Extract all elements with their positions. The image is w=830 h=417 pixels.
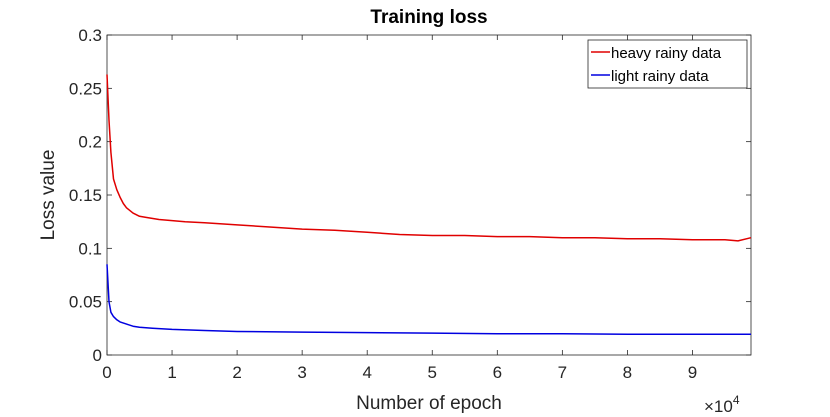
legend-label-light: light rainy data	[611, 68, 709, 85]
x-tick-label: 0	[102, 363, 111, 382]
x-exponent-power: 4	[733, 393, 740, 407]
x-tick-label: 8	[623, 363, 632, 382]
series-line-light	[106, 264, 751, 335]
legend-label-heavy: heavy rainy data	[611, 45, 722, 62]
x-tick-label: 5	[428, 363, 437, 382]
y-tick-label: 0.05	[69, 293, 102, 312]
x-tick-label: 9	[688, 363, 697, 382]
x-tick-label: 4	[362, 363, 371, 382]
y-tick-label: 0.15	[69, 186, 102, 205]
x-exponent-base: ×10	[704, 397, 733, 416]
series-line-heavy	[106, 74, 752, 242]
y-axis-label: Loss value	[38, 150, 59, 241]
y-axis: 0 0.05 0.1 0.15 0.2 0.25 0.3	[69, 26, 751, 365]
y-tick-label: 0.3	[78, 26, 102, 45]
y-tick-label: 0.2	[78, 133, 102, 152]
y-tick-label: 0.25	[69, 79, 102, 98]
y-tick-label: 0	[93, 346, 102, 365]
series-layer	[106, 74, 752, 335]
x-tick-label: 6	[493, 363, 502, 382]
x-axis-label: Number of epoch	[356, 393, 502, 414]
y-tick-label: 0.1	[78, 239, 102, 258]
x-axis-exponent: ×104	[704, 393, 740, 416]
x-tick-label: 3	[297, 363, 306, 382]
x-tick-label: 1	[167, 363, 176, 382]
chart-title: Training loss	[370, 7, 487, 28]
x-tick-label: 2	[232, 363, 241, 382]
x-axis: 0 1 2 3 4 5 6 7 8 9	[102, 35, 697, 382]
legend-box	[587, 39, 748, 89]
x-tick-label: 7	[558, 363, 567, 382]
legend: heavy rainy data light rainy data	[587, 39, 748, 89]
